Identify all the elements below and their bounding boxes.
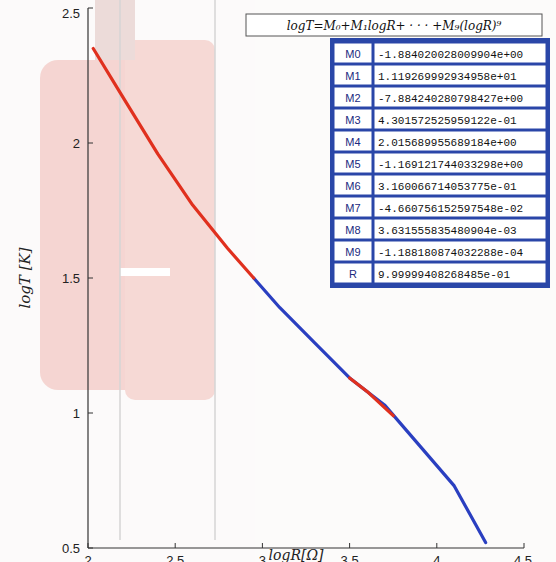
y-tick-label: 0.5	[62, 541, 80, 556]
table-value: -1.169121744033298e+00	[378, 159, 523, 171]
table-key: M0	[345, 48, 360, 60]
formula-frame	[246, 14, 542, 36]
table-value: -1.188180874032288e-04	[378, 247, 524, 259]
table-key: M3	[345, 114, 360, 126]
x-axis-title: logR[Ω]	[269, 547, 324, 562]
y-tick-label: 1	[73, 406, 80, 421]
table-cell	[334, 131, 372, 151]
table-cell	[374, 153, 546, 173]
table-cell	[374, 263, 546, 283]
table-cell	[334, 219, 372, 239]
table-cell	[374, 219, 546, 239]
apparatus-slot	[120, 268, 170, 276]
table-cell	[374, 87, 546, 107]
x-tick	[88, 543, 89, 548]
y-tick	[88, 8, 93, 9]
table-value: 9.99999408268485e-01	[378, 269, 510, 281]
table-key: M8	[345, 224, 360, 236]
table-key: R	[349, 268, 357, 280]
formula-box: logT=M₀+M₁logR+ · · · +M₉(logR)⁹	[246, 14, 542, 36]
table-frame	[330, 38, 550, 288]
x-tick-label: 3.5	[341, 553, 359, 562]
table-key: M9	[345, 246, 360, 258]
table-value: -1.884020028009904e+00	[378, 49, 523, 61]
table-cell	[334, 197, 372, 217]
x-tick-label: 3	[259, 553, 266, 562]
table-key: M4	[345, 136, 360, 148]
x-tick	[436, 543, 437, 548]
apparatus-line	[214, 0, 216, 540]
x-tick-label: 2.5	[166, 553, 184, 562]
table-cell	[374, 65, 546, 85]
y-tick-label: 2	[73, 136, 80, 151]
y-tick-label: 2.5	[62, 6, 80, 21]
table-value: 1.119269992934958e+01	[378, 71, 517, 83]
y-tick	[88, 278, 93, 279]
table-cell	[374, 43, 546, 63]
table-key: M1	[345, 70, 360, 82]
background-figure	[0, 0, 556, 562]
table-key: M2	[345, 92, 360, 104]
table-value: -7.884240280798427e+00	[378, 93, 523, 105]
table-cell	[334, 153, 372, 173]
x-tick	[262, 543, 263, 548]
table-cell	[334, 109, 372, 129]
apparatus-top	[95, 0, 135, 60]
coefficient-table: M0 -1.884020028009904e+00 M1 1.119269992934…	[330, 38, 550, 288]
data-line	[93, 49, 393, 416]
table-cell	[374, 131, 546, 151]
apparatus-body	[125, 40, 215, 400]
y-tick	[88, 143, 93, 144]
table-value: 4.301572525959122e-01	[378, 115, 517, 127]
table-cell	[374, 109, 546, 129]
y-tick	[88, 413, 93, 414]
x-tick	[524, 543, 525, 548]
formula: logT=M₀+M₁logR+ · · · +M₉(logR)⁹	[287, 19, 502, 33]
x-tick	[175, 543, 176, 548]
table-cell	[334, 241, 372, 261]
table-cell	[334, 87, 372, 107]
y-tick-label: 1.5	[62, 271, 80, 286]
table-value: -4.660756152597548e-02	[378, 203, 523, 215]
x-tick-label: 4.5	[514, 553, 532, 562]
table-cell	[374, 241, 546, 261]
apparatus-line	[119, 0, 121, 540]
table-cell	[334, 175, 372, 195]
table-cell	[334, 65, 372, 85]
table-key: M7	[345, 202, 360, 214]
data-line	[254, 278, 486, 543]
table-cell	[334, 43, 372, 63]
x-tick	[349, 543, 350, 548]
x-tick-label: 2	[84, 553, 91, 562]
table-value: 3.160066714053775e-01	[378, 181, 517, 193]
table-key: M6	[345, 180, 360, 192]
table-cell	[374, 197, 546, 217]
table-cell	[374, 175, 546, 195]
y-axis-title: logT [K]	[16, 247, 34, 308]
table-value: 2.015689955689184e+00	[378, 137, 517, 149]
table-key: M5	[345, 158, 360, 170]
chart: 2 2.5 3 3.5 4 4.5 0.5 1 1.5 2 2.5 logR[Ω] logT [K] lo…	[0, 0, 556, 562]
paper	[0, 0, 556, 562]
x-tick-label: 4	[433, 553, 440, 562]
table-value: 3.631555835480904e-03	[378, 225, 517, 237]
table-cell	[334, 263, 372, 283]
y-tick	[88, 548, 93, 549]
